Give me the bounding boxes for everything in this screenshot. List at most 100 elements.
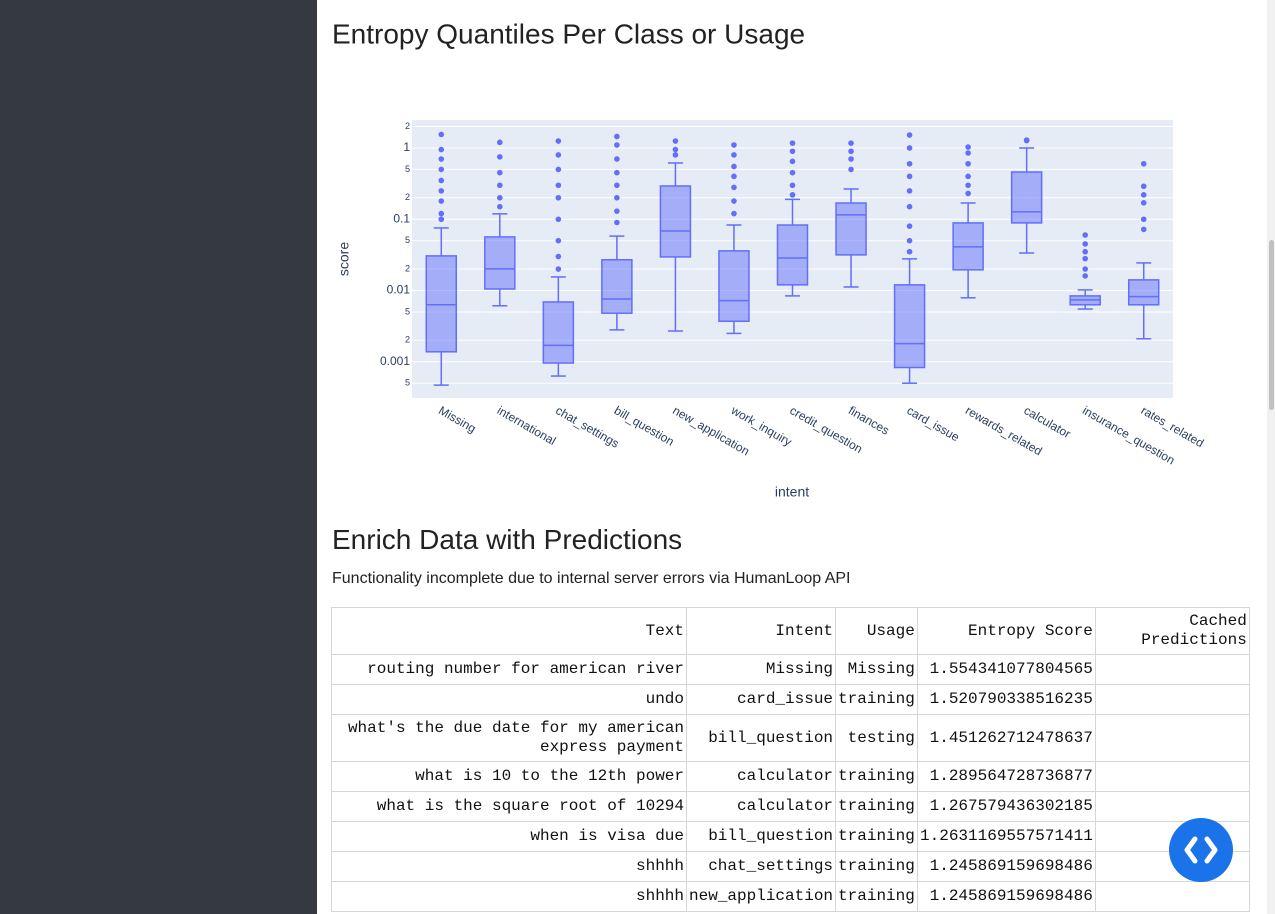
- outlier: [555, 253, 562, 260]
- column-header: Text: [331, 607, 687, 655]
- table-cell: bill_question: [685, 821, 837, 852]
- outlier: [672, 138, 679, 144]
- data-table: Text Intent Usage Entropy Score Cached Predi…: [331, 607, 1250, 912]
- y-tick-label: 0.01: [387, 283, 411, 297]
- outlier: [497, 194, 503, 201]
- outlier: [438, 216, 445, 223]
- table-row: shhhh chat_settings training 1.245869159698…: [331, 851, 1250, 882]
- outlier: [614, 182, 620, 189]
- outlier: [731, 173, 737, 180]
- outlier: [614, 194, 620, 201]
- outlier: [731, 142, 737, 148]
- y-tick-label: 2: [405, 263, 410, 273]
- outlier: [555, 216, 562, 223]
- table-cell: [1094, 684, 1250, 715]
- x-tick-label: chat_settings: [553, 403, 621, 450]
- table-cell: 1.267579436302185: [916, 791, 1096, 822]
- box: [835, 202, 867, 256]
- outlier: [906, 145, 913, 151]
- y-tick-label: 5: [405, 306, 410, 316]
- outlier: [731, 210, 737, 217]
- table-cell: 1.2631169557571411: [916, 821, 1096, 852]
- outlier: [672, 146, 679, 153]
- outlier: [438, 188, 445, 194]
- scrollbar-thumb[interactable]: [1269, 240, 1274, 410]
- outlier: [555, 182, 562, 189]
- section-description: Functionality incomplete due to internal…: [332, 570, 851, 587]
- table-header: Text Intent Usage Entropy Score Cached Predi…: [331, 607, 1250, 655]
- table-cell: what's the due date for my american expr…: [331, 714, 687, 762]
- table-cell: training: [835, 821, 918, 852]
- outlier: [848, 166, 854, 173]
- x-tick-label: bill_question: [612, 403, 677, 448]
- outlier: [965, 173, 971, 180]
- column-header: Cached Predictions: [1094, 607, 1250, 655]
- x-tick-label: international: [495, 403, 559, 448]
- table-cell: what is the square root of 10294: [331, 791, 687, 822]
- table-cell: 1.451262712478637: [916, 714, 1096, 762]
- outlier: [848, 140, 854, 146]
- outlier: [614, 169, 620, 176]
- outlier: [731, 163, 737, 170]
- code-button[interactable]: [1169, 818, 1233, 882]
- table-cell: undo: [331, 684, 687, 715]
- table-cell: training: [835, 791, 918, 822]
- outlier: [789, 158, 796, 165]
- x-axis-title: intent: [775, 484, 809, 500]
- outlier: [497, 203, 503, 210]
- table-cell: training: [835, 851, 918, 882]
- table-cell: training: [835, 761, 918, 792]
- box: [601, 259, 633, 314]
- outlier: [906, 237, 913, 244]
- table-cell: chat_settings: [685, 851, 837, 882]
- table-row: shhhh new_application training 1.2458691596…: [331, 881, 1250, 912]
- y-tick-label: 1: [403, 140, 410, 154]
- outlier: [438, 156, 445, 162]
- outlier: [789, 148, 796, 155]
- outlier: [1140, 160, 1147, 167]
- chart-title: Entropy Quantiles Per Class or Usage: [332, 18, 805, 49]
- y-tick-label: 5: [405, 235, 410, 245]
- outlier: [731, 198, 737, 204]
- outlier: [555, 194, 562, 201]
- code-icon: [1184, 836, 1218, 864]
- table-cell: routing number for american river: [331, 654, 687, 685]
- table-cell: [1094, 714, 1250, 762]
- column-header: Intent: [685, 607, 837, 655]
- outlier: [555, 237, 562, 244]
- table-cell: card_issue: [685, 684, 837, 715]
- table-cell: Missing: [835, 654, 918, 685]
- outlier: [1140, 216, 1147, 223]
- column-header: Entropy Score: [916, 607, 1096, 655]
- table-cell: [1094, 761, 1250, 792]
- outlier: [438, 210, 445, 217]
- table-cell: new_application: [685, 881, 837, 912]
- outlier: [965, 182, 971, 189]
- outlier: [497, 169, 503, 176]
- column-header: Usage: [835, 607, 918, 655]
- table-cell: shhhh: [331, 851, 687, 882]
- box: [776, 224, 809, 286]
- outlier: [1082, 248, 1088, 255]
- outlier: [731, 152, 737, 158]
- outlier: [1140, 200, 1147, 206]
- table-cell: training: [835, 881, 918, 912]
- x-tick-label: calculator: [1022, 403, 1073, 441]
- outlier: [614, 156, 620, 162]
- outlier: [848, 148, 854, 155]
- table-cell: [1094, 881, 1250, 912]
- box: [659, 185, 692, 258]
- y-tick-label: 2: [405, 121, 410, 131]
- scrollbar[interactable]: [1267, 0, 1275, 914]
- section-title: Enrich Data with Predictions: [332, 524, 683, 555]
- table-cell: training: [835, 684, 918, 715]
- y-tick-label: 0.001: [380, 354, 410, 368]
- box: [425, 255, 458, 353]
- outlier: [1082, 241, 1088, 247]
- outlier: [789, 182, 796, 189]
- outlier: [906, 223, 913, 229]
- box: [542, 301, 575, 364]
- outlier: [438, 198, 445, 204]
- sidebar: [0, 0, 317, 914]
